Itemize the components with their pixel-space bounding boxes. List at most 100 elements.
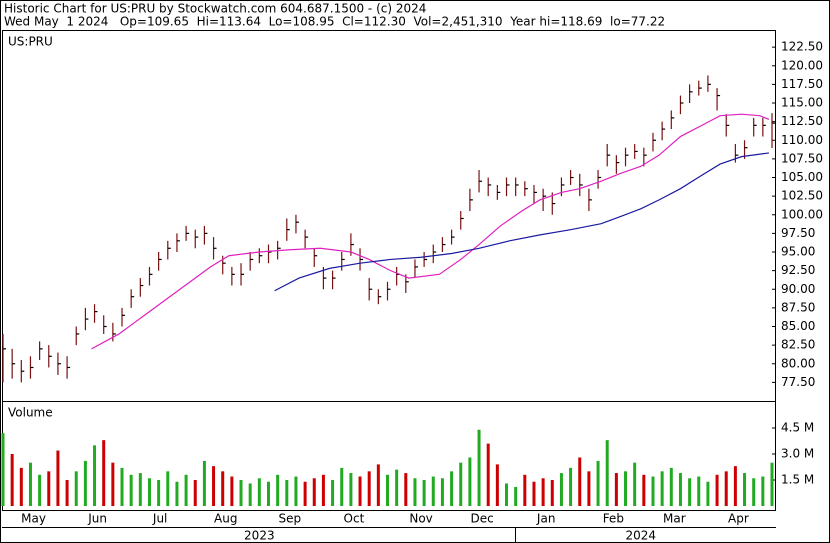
x-tick-label: Apr <box>728 512 749 526</box>
y-tick-label: 110.00 <box>781 133 823 147</box>
volume-bar <box>147 478 151 506</box>
volume-bar <box>285 480 289 506</box>
volume-label: Volume <box>8 406 53 420</box>
volume-bar <box>65 480 69 506</box>
volume-bar <box>331 480 335 506</box>
volume-bar <box>523 474 527 506</box>
volume-bar <box>120 467 124 506</box>
volume-bar <box>431 476 435 506</box>
volume-bar <box>614 473 618 506</box>
volume-bar <box>413 478 417 506</box>
volume-bar <box>761 476 765 506</box>
volume-bar <box>733 466 737 506</box>
volume-bar <box>358 476 362 506</box>
volume-bar <box>38 474 42 506</box>
volume-bar <box>276 474 280 506</box>
y-tick-label: 1.5 M <box>781 473 814 487</box>
volume-bar <box>495 464 499 506</box>
x-tick-label: Jan <box>536 512 556 526</box>
volume-bar <box>221 471 225 506</box>
volume-bar <box>459 462 463 506</box>
volume-bar <box>340 467 344 506</box>
y-tick-label: 80.00 <box>781 356 815 370</box>
y-tick-label: 102.50 <box>781 189 823 203</box>
y-tick-label: 87.50 <box>781 300 815 314</box>
volume-bar <box>83 460 87 506</box>
volume-bar <box>193 480 197 506</box>
volume-bar <box>440 478 444 506</box>
volume-bar <box>468 457 472 506</box>
volume-bar <box>111 462 115 506</box>
volume-bar <box>93 445 97 506</box>
y-tick-label: 95.00 <box>781 245 815 259</box>
volume-bar <box>505 483 509 506</box>
chart-subtitle: Wed May 1 2024 Op=109.65 Hi=113.64 Lo=10… <box>4 15 665 29</box>
volume-bar <box>669 467 673 506</box>
volume-bar <box>587 471 591 506</box>
volume-bar <box>74 471 78 506</box>
volume-bar <box>321 474 325 506</box>
moving-average <box>274 152 770 292</box>
volume-bar <box>569 467 573 506</box>
volume-bar <box>294 476 298 506</box>
volume-bar <box>386 474 389 506</box>
volume-bar <box>706 481 710 506</box>
chart-title: Historic Chart for US:PRU by Stockwatch.… <box>4 2 426 16</box>
y-tick-label: 115.00 <box>781 96 823 110</box>
x-tick-label: Dec <box>470 512 493 526</box>
moving-average <box>91 113 770 350</box>
volume-bar <box>624 471 628 506</box>
volume-bar <box>715 474 719 506</box>
volume-bar <box>157 480 161 506</box>
y-tick-label: 3.0 M <box>781 447 814 461</box>
x-tick-label: Oct <box>344 512 365 526</box>
volume-bar <box>422 480 426 506</box>
volume-bar <box>404 473 408 506</box>
volume-bar <box>212 466 216 506</box>
volume-bar <box>596 460 600 506</box>
volume-bar <box>239 480 243 506</box>
x-tick-label: Jul <box>152 512 167 526</box>
volume-bar <box>202 460 206 506</box>
y-tick-label: 4.5 M <box>781 421 814 435</box>
year-label: 2023 <box>244 529 275 543</box>
volume-bar <box>486 443 490 506</box>
volume-bar <box>605 440 609 506</box>
volume-bar <box>642 474 646 506</box>
volume-bar <box>678 473 682 506</box>
volume-bar <box>230 476 234 506</box>
volume-bar <box>248 483 252 506</box>
volume-bar <box>312 478 316 506</box>
x-tick-label: Sep <box>279 512 302 526</box>
volume-bar <box>1 433 5 506</box>
y-tick-label: 112.50 <box>781 114 823 128</box>
x-tick-label: May <box>21 512 46 526</box>
price-label: US:PRU <box>8 35 53 49</box>
volume-bar <box>450 471 454 506</box>
y-tick-label: 97.50 <box>781 226 815 240</box>
y-tick-label: 90.00 <box>781 282 815 296</box>
volume-bar <box>349 473 353 506</box>
y-tick-label: 77.50 <box>781 375 815 389</box>
year-label: 2024 <box>626 529 657 543</box>
x-tick-label: Mar <box>663 512 686 526</box>
x-tick-label: Jun <box>87 512 107 526</box>
volume-bar <box>376 464 380 506</box>
y-tick-label: 105.00 <box>781 170 823 184</box>
volume-bar <box>514 486 518 506</box>
y-tick-label: 122.50 <box>781 40 823 54</box>
volume-bar <box>102 440 106 506</box>
volume-bar <box>633 462 637 506</box>
volume-bar <box>532 481 536 506</box>
volume-bar <box>10 454 14 506</box>
volume-bar <box>395 469 399 506</box>
volume-bar <box>477 429 481 506</box>
volume-bar <box>770 462 774 506</box>
y-tick-label: 85.00 <box>781 319 815 333</box>
volume-bar <box>688 478 692 506</box>
y-tick-label: 82.50 <box>781 338 815 352</box>
volume-bar <box>47 471 51 506</box>
y-tick-label: 100.00 <box>781 207 823 221</box>
x-tick-label: Feb <box>603 512 624 526</box>
